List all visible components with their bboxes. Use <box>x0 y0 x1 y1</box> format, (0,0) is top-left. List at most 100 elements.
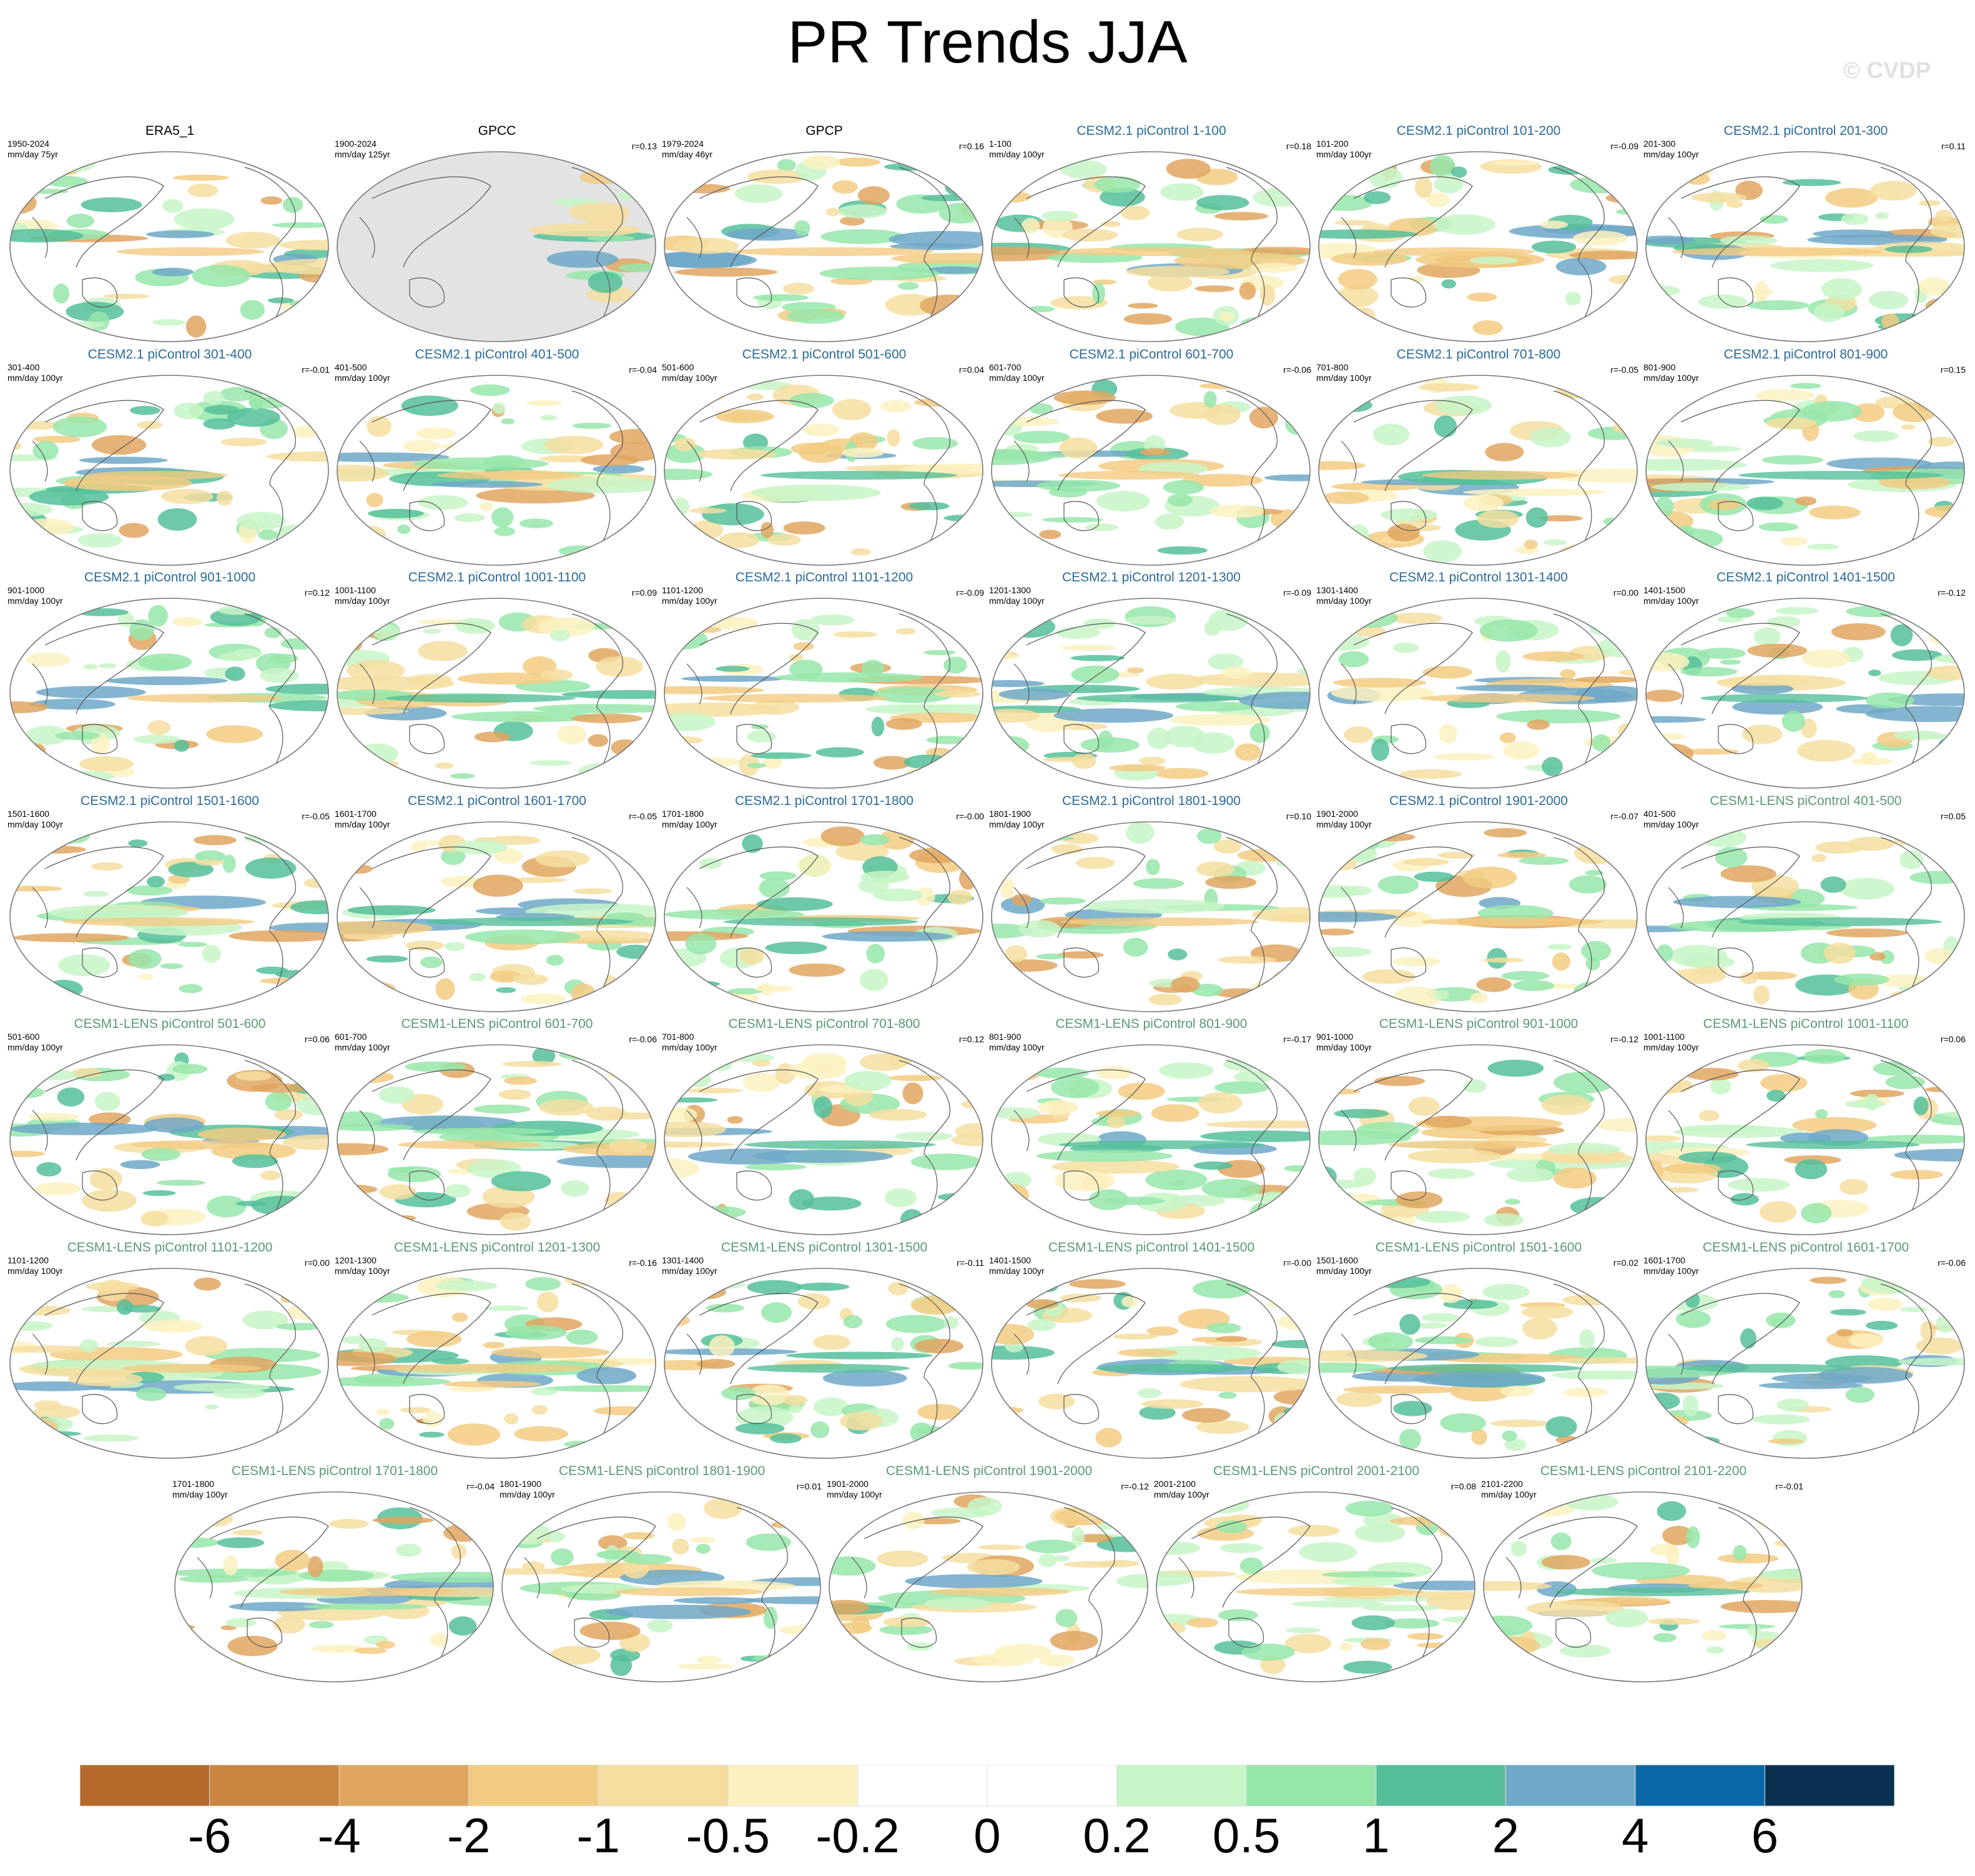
map-panel: CESM2.1 piControl 801-900 801-900 mm/day 1… <box>1643 347 1968 567</box>
panel-title: CESM2.1 piControl 301-400 <box>87 347 252 362</box>
panel-period-units: 1901-2000 mm/day 100yr <box>1316 809 1372 830</box>
colorbar-tick-label: 0.5 <box>1212 1808 1281 1863</box>
panel-units: mm/day 100yr <box>500 1489 555 1499</box>
panel-period-units: 801-900 mm/day 100yr <box>1643 362 1699 383</box>
panel-period-units: 601-700 mm/day 100yr <box>989 362 1045 383</box>
precip-trend-map <box>337 151 656 342</box>
precip-trend-map <box>1156 1491 1475 1682</box>
panel-units: mm/day 125yr <box>335 149 390 159</box>
colorbar-swatch <box>80 1765 210 1807</box>
panel-units: mm/day 100yr <box>1316 596 1372 606</box>
panel-period: 901-1000 <box>7 585 45 595</box>
map-panel: CESM2.1 piControl 901-1000 901-1000 mm/day… <box>7 570 332 790</box>
panel-units: mm/day 100yr <box>335 596 390 606</box>
panel-units: mm/day 100yr <box>335 1266 390 1276</box>
panel-units: mm/day 100yr <box>7 1266 63 1276</box>
panel-period-units: 1001-1100 mm/day 100yr <box>335 585 390 606</box>
precip-trend-map <box>337 598 656 789</box>
precip-trend-map <box>1318 151 1638 342</box>
panel-period: 1001-1100 <box>335 585 376 595</box>
panel-pattern-correlation: r=-0.07 <box>1610 811 1638 821</box>
panel-period: 501-600 <box>7 1032 40 1042</box>
panel-units: mm/day 100yr <box>172 1489 228 1499</box>
panel-pattern-correlation: r=-0.09 <box>1283 588 1311 598</box>
colorbar-swatch <box>1505 1765 1636 1807</box>
panel-units: mm/day 100yr <box>1316 1042 1372 1052</box>
panel-units: mm/day 100yr <box>989 1042 1045 1052</box>
panel-title: CESM1-LENS piControl 601-700 <box>401 1017 593 1031</box>
precip-trend-map <box>9 151 329 342</box>
panel-units: mm/day 75yr <box>7 149 58 159</box>
panel-units: mm/day 100yr <box>989 373 1045 383</box>
map-panel: CESM2.1 piControl 1401-1500 1401-1500 mm/d… <box>1643 570 1968 790</box>
panel-units: mm/day 46yr <box>662 149 712 159</box>
panel-title: CESM1-LENS piControl 1501-1600 <box>1375 1240 1582 1255</box>
map-panel: CESM2.1 piControl 1-100 1-100 mm/day 100yr… <box>989 124 1314 343</box>
map-panel: CESM1-LENS piControl 401-500 401-500 mm/da… <box>1643 794 1968 1014</box>
panel-period-units: 1501-1600 mm/day 100yr <box>7 809 63 830</box>
panel-pattern-correlation: r=0.15 <box>1940 365 1966 375</box>
panel-title: CESM1-LENS piControl 1401-1500 <box>1048 1240 1255 1255</box>
panel-title: CESM1-LENS piControl 401-500 <box>1710 794 1902 808</box>
panel-title: CESM1-LENS piControl 1701-1800 <box>231 1464 438 1478</box>
map-panel: CESM1-LENS piControl 901-1000 901-1000 mm/… <box>1316 1017 1641 1237</box>
panel-title: CESM2.1 piControl 201-300 <box>1723 124 1888 138</box>
map-panel: CESM1-LENS piControl 601-700 601-700 mm/da… <box>335 1017 659 1237</box>
panel-period-units: 901-1000 mm/day 100yr <box>7 585 63 606</box>
colorbar-swatch <box>338 1765 470 1807</box>
precip-trend-map <box>1645 598 1965 789</box>
map-panel: CESM1-LENS piControl 1201-1300 1201-1300 m… <box>335 1240 659 1460</box>
panel-title: CESM2.1 piControl 1301-1400 <box>1389 570 1568 585</box>
panel-period: 1701-1800 <box>172 1479 214 1489</box>
precip-trend-map <box>1318 1044 1638 1235</box>
colorbar-tick-label: 0 <box>973 1808 1001 1863</box>
panel-period-units: 1101-1200 mm/day 100yr <box>662 585 717 606</box>
panel-title: CESM1-LENS piControl 1901-2000 <box>885 1464 1093 1478</box>
figure-title: PR Trends JJA <box>787 9 1188 76</box>
precip-trend-map <box>1318 598 1638 789</box>
colorbar-swatch <box>1376 1765 1506 1807</box>
panel-title: CESM1-LENS piControl 1301-1500 <box>721 1240 928 1255</box>
map-panel: CESM1-LENS piControl 2101-2200 2101-2200 m… <box>1481 1464 1806 1684</box>
panel-title: CESM2.1 piControl 1601-1700 <box>407 794 586 808</box>
panel-period-units: 1-100 mm/day 100yr <box>989 139 1045 160</box>
colorbar <box>80 1765 1894 1807</box>
map-panel: CESM1-LENS piControl 1801-1900 1801-1900 m… <box>500 1464 824 1684</box>
panel-units: mm/day 100yr <box>662 1042 717 1052</box>
panel-pattern-correlation: r=0.13 <box>631 141 657 151</box>
panel-period: 601-700 <box>989 362 1022 372</box>
panel-period: 2001-2100 <box>1154 1479 1196 1489</box>
map-panel: CESM1-LENS piControl 2001-2100 2001-2100 m… <box>1154 1464 1479 1684</box>
panel-period-units: 1201-1300 mm/day 100yr <box>989 585 1045 606</box>
panel-units: mm/day 100yr <box>335 819 390 829</box>
panel-title: CESM2.1 piControl 401-500 <box>415 347 579 362</box>
map-panel: CESM1-LENS piControl 1301-1500 1301-1400 m… <box>662 1240 987 1460</box>
panel-title: CESM2.1 piControl 1-100 <box>1076 124 1226 138</box>
panel-period: 1501-1600 <box>7 809 49 819</box>
colorbar-tick-label: -0.2 <box>815 1808 900 1863</box>
map-panel: CESM2.1 piControl 101-200 101-200 mm/day 1… <box>1316 124 1641 343</box>
colorbar-tick-label: 0.2 <box>1083 1808 1151 1863</box>
panel-period: 1900-2024 <box>335 139 377 149</box>
panel-period: 1301-1400 <box>662 1255 704 1265</box>
panel-pattern-correlation: r=0.00 <box>1613 588 1638 598</box>
colorbar-swatch <box>1116 1765 1247 1807</box>
map-panel: CESM2.1 piControl 1001-1100 1001-1100 mm/d… <box>335 570 659 790</box>
panel-pattern-correlation: r=0.00 <box>304 1258 330 1268</box>
precip-trend-map <box>1318 1268 1638 1459</box>
map-panel: CESM2.1 piControl 401-500 401-500 mm/day 1… <box>335 347 659 567</box>
panel-period-units: 701-800 mm/day 100yr <box>662 1032 717 1053</box>
panel-period-units: 601-700 mm/day 100yr <box>335 1032 390 1053</box>
panel-period-units: 1701-1800 mm/day 100yr <box>172 1479 228 1500</box>
panel-units: mm/day 100yr <box>989 1266 1045 1276</box>
map-panel: CESM2.1 piControl 1301-1400 1301-1400 mm/d… <box>1316 570 1641 790</box>
precip-trend-map <box>991 821 1311 1012</box>
precip-trend-map <box>1318 375 1638 566</box>
panel-pattern-correlation: r=-0.04 <box>629 365 657 375</box>
panel-title: GPCC <box>478 124 516 138</box>
map-panel: CESM1-LENS piControl 1101-1200 1101-1200 m… <box>7 1240 332 1460</box>
panel-period: 1701-1800 <box>662 809 704 819</box>
precip-trend-map <box>337 375 656 566</box>
map-panel: CESM2.1 piControl 1901-2000 1901-2000 mm/d… <box>1316 794 1641 1014</box>
precip-trend-map <box>664 1044 983 1235</box>
